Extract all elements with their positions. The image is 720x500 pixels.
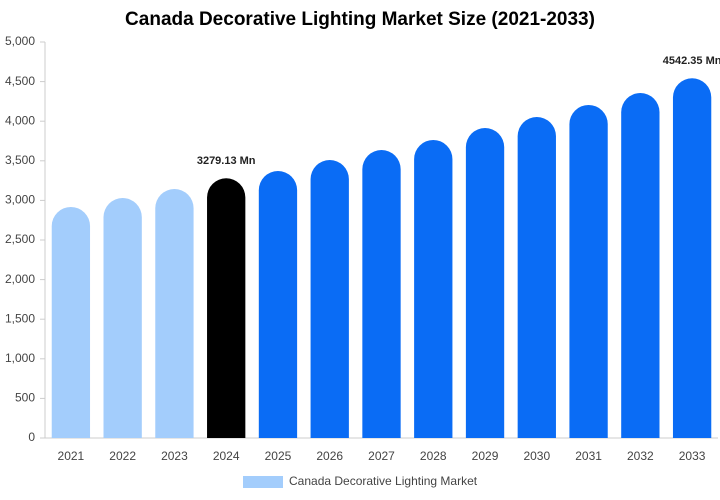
y-tick-label: 3,500 [5,153,35,167]
y-tick-label: 500 [15,391,35,405]
bar [207,178,246,438]
bar [517,117,556,439]
x-tick-label: 2025 [265,449,292,463]
bar [103,198,142,438]
x-tick-label: 2023 [161,449,188,463]
x-tick-label: 2027 [368,449,395,463]
y-tick-label: 4,000 [5,113,35,127]
bar [155,188,194,438]
y-tick-label: 2,000 [5,272,35,286]
y-tick-label: 5,000 [5,34,35,48]
legend-label: Canada Decorative Lighting Market [289,474,478,488]
value-label: 4542.35 Mn [663,55,720,67]
y-tick-label: 4,500 [5,74,35,88]
y-tick-label: 3,000 [5,193,35,207]
bar [362,150,401,439]
bar [310,160,349,438]
x-tick-label: 2032 [627,449,654,463]
bar [414,139,453,438]
x-tick-label: 2033 [679,449,706,463]
x-tick-label: 2021 [58,449,85,463]
x-tick-label: 2022 [109,449,136,463]
bar [51,206,91,438]
bar [258,171,298,439]
x-tick-label: 2028 [420,449,447,463]
y-tick-label: 0 [28,430,35,444]
y-tick-label: 1,000 [5,351,35,365]
y-tick-label: 2,500 [5,232,35,246]
value-label: 3279.13 Mn [197,155,256,167]
bar [569,104,608,438]
chart-title: Canada Decorative Lighting Market Size (… [125,9,595,30]
bar [465,128,505,438]
y-tick-label: 1,500 [5,311,35,325]
x-tick-label: 2029 [472,449,499,463]
x-tick-label: 2030 [523,449,550,463]
bar [621,93,660,438]
x-tick-label: 2024 [213,449,240,463]
legend-swatch [243,476,283,488]
bar [672,78,712,438]
x-tick-label: 2031 [575,449,602,463]
x-tick-label: 2026 [316,449,343,463]
